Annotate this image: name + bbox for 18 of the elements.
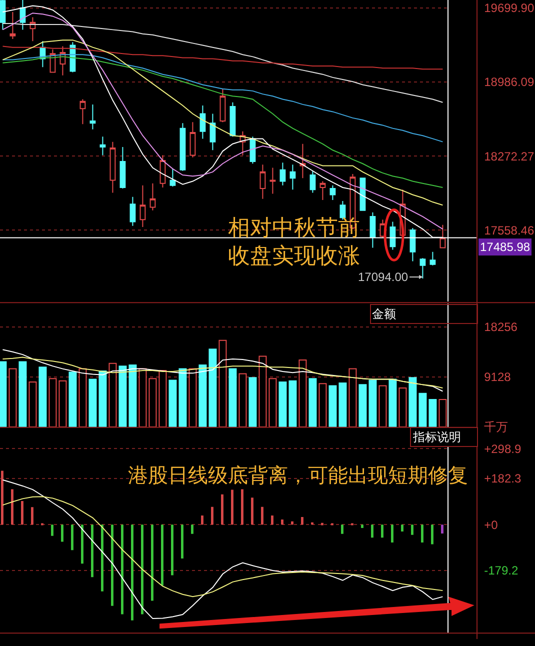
annotation: 收盘实现收涨 (228, 243, 360, 268)
annotation: 指标说明 (412, 430, 461, 444)
annotation: 相对中秋节前 (228, 215, 360, 240)
y-tick-label: 18256 (484, 320, 518, 334)
y-tick-label: +0 (484, 518, 498, 532)
annotation: 17094.00 (358, 270, 408, 284)
y-tick-label: 18986.09 (484, 75, 534, 90)
y-tick-label: 9128 (484, 370, 512, 384)
y-tick-label: -179.2 (484, 563, 518, 578)
y-tick-label: 千万 (484, 420, 508, 434)
y-tick-label: +182.3 (484, 471, 522, 486)
annotation: 金额 (372, 307, 396, 321)
y-tick-label: 19699.90 (484, 1, 534, 16)
y-tick-label: 18272.27 (484, 149, 534, 164)
ref-line-label: 17485.98 (480, 240, 530, 254)
y-tick-label: +298.9 (484, 442, 522, 456)
y-tick-label: 17558.46 (484, 223, 534, 238)
annotation: 港股日线级底背离，可能出现短期修复 (128, 465, 468, 487)
